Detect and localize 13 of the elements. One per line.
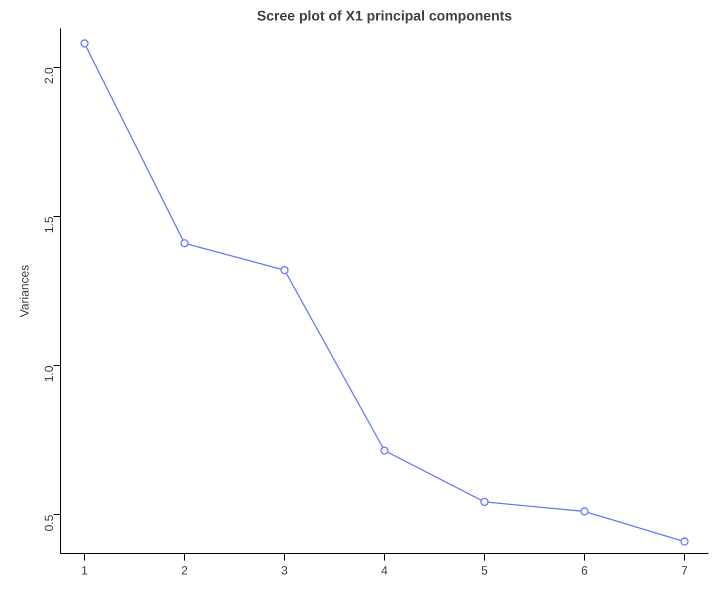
- x-tick-label: 5: [481, 564, 488, 578]
- y-tick-label: 2.0: [42, 66, 56, 84]
- x-tick-label: 6: [581, 564, 588, 578]
- x-tick-label: 1: [81, 564, 88, 578]
- y-axis-title: Variances: [18, 264, 32, 318]
- y-tick-label: 0.5: [42, 514, 56, 532]
- y-tick-label: 1.0: [42, 365, 56, 382]
- chart-title: Scree plot of X1 principal components: [256, 8, 512, 24]
- x-tick-label: 3: [281, 564, 288, 578]
- x-tick-label: 4: [381, 564, 388, 578]
- x-tick-label: 2: [181, 564, 188, 578]
- x-tick-label: 7: [681, 564, 688, 578]
- y-tick-label: 1.5: [42, 216, 56, 234]
